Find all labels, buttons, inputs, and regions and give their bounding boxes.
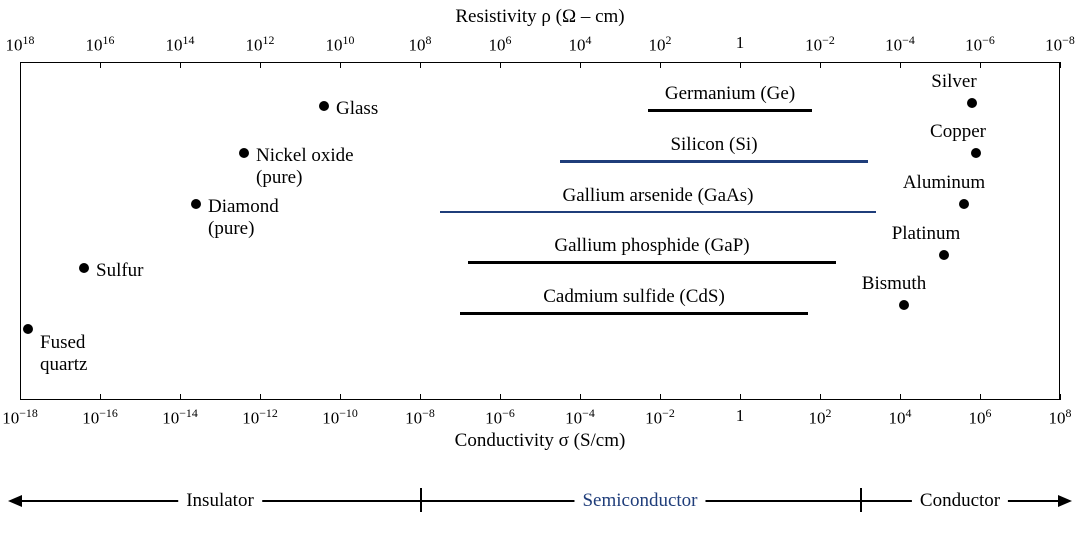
material-range-label: Cadmium sulfide (CdS) [543,286,725,308]
material-point [899,300,909,310]
material-label: Platinum [892,223,961,245]
top-tick-label: 1012 [246,33,275,56]
material-point [23,324,33,334]
top-tick-label: 108 [409,33,432,56]
material-range-label: Germanium (Ge) [665,83,795,105]
material-point [939,250,949,260]
material-range-bar [468,261,836,264]
bottom-tick-label: 1 [736,406,745,426]
material-range-label: Gallium phosphide (GaP) [554,235,749,257]
top-tick-label: 1018 [6,33,35,56]
top-tick-label: 104 [569,33,592,56]
bottom-tick-label: 104 [889,406,912,429]
bottom-tick-label: 10−4 [565,406,595,429]
material-point [191,199,201,209]
material-point [79,263,89,273]
material-point [239,148,249,158]
bottom-tick-label: 10−8 [405,406,435,429]
material-point [971,148,981,158]
top-tick-label: 106 [489,33,512,56]
bottom-tick-label: 10−10 [322,406,358,429]
material-range-label: Gallium arsenide (GaAs) [563,185,754,207]
bottom-tick-label: 10−6 [485,406,515,429]
top-tick-label: 10−6 [965,33,995,56]
top-tick-label: 1 [736,33,745,53]
bottom-tick-label: 10−18 [2,406,38,429]
top-axis-title: Resistivity ρ (Ω – cm) [455,6,624,28]
bottom-tick-label: 102 [809,406,832,429]
top-tick-label: 1016 [86,33,115,56]
material-label: Bismuth [862,273,926,295]
material-range-bar [648,109,812,112]
material-range-label: Silicon (Si) [670,134,757,156]
material-point [967,98,977,108]
material-label: Diamond(pure) [208,196,279,240]
material-label: Silver [931,71,976,93]
bottom-tick-label: 10−2 [645,406,675,429]
material-point [319,101,329,111]
bottom-axis-title: Conductivity σ (S/cm) [455,430,626,452]
bottom-tick-label: 108 [1049,406,1072,429]
bottom-tick-label: 10−14 [162,406,198,429]
material-range-bar [560,160,868,163]
material-label: Glass [336,98,378,120]
material-point [959,199,969,209]
top-tick-label: 10−2 [805,33,835,56]
bottom-tick-label: 10−12 [242,406,278,429]
top-tick-label: 1014 [166,33,195,56]
material-label: Aluminum [903,172,985,194]
bottom-tick-label: 106 [969,406,992,429]
material-range-bar [440,211,876,214]
bottom-tick-label: 10−16 [82,406,118,429]
top-tick-label: 10−4 [885,33,915,56]
category-label: Conductor [912,490,1008,512]
top-tick-label: 10−8 [1045,33,1075,56]
material-label: Sulfur [96,260,144,282]
category-label: Insulator [178,490,262,512]
material-label: Fusedquartz [40,332,87,376]
category-label: Semiconductor [574,490,705,512]
material-label: Copper [930,121,986,143]
material-range-bar [460,312,808,315]
conductivity-resistivity-chart: Resistivity ρ (Ω – cm) 1018 1016 1014 1012 10… [0,0,1080,550]
top-tick-label: 1010 [326,33,355,56]
material-label: Nickel oxide(pure) [256,145,354,189]
top-tick-label: 102 [649,33,672,56]
